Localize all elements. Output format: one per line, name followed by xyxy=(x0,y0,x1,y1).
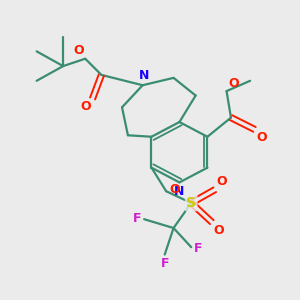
Text: F: F xyxy=(160,257,169,271)
Text: O: O xyxy=(256,131,267,144)
Text: O: O xyxy=(170,183,180,196)
Text: O: O xyxy=(213,224,224,237)
Text: S: S xyxy=(186,196,196,210)
Text: O: O xyxy=(80,100,91,113)
Text: N: N xyxy=(174,185,184,198)
Text: O: O xyxy=(228,76,239,90)
Text: N: N xyxy=(139,69,149,82)
Text: O: O xyxy=(73,44,84,57)
Text: F: F xyxy=(133,212,142,225)
Text: O: O xyxy=(216,175,227,188)
Text: F: F xyxy=(194,242,202,254)
